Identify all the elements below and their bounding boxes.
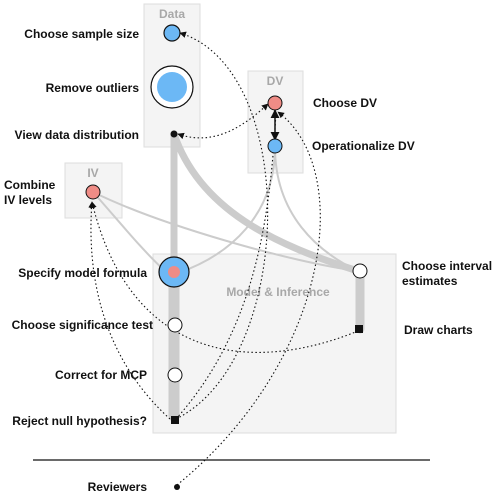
label-draw-charts: Draw charts: [404, 323, 473, 337]
sample-size-node[interactable]: [163, 24, 181, 42]
correct-mcp-node[interactable]: [167, 367, 183, 383]
label-remove-outliers: Remove outliers: [46, 81, 140, 95]
label-combine-iv-2: IV levels: [4, 193, 52, 207]
dv-group-title: DV: [267, 74, 284, 88]
interval-estimates-node[interactable]: [352, 263, 368, 279]
label-model-formula: Specify model formula: [18, 266, 147, 280]
label-reject-null: Reject null hypothesis?: [12, 414, 147, 428]
label-interval-2: estimates: [402, 274, 458, 288]
dep-reject-to-sample: [175, 31, 269, 420]
label-choose-dv: Choose DV: [313, 96, 377, 110]
edge-view-to-interval: [170, 130, 362, 275]
significance-test-node[interactable]: [167, 317, 183, 333]
remove-outliers-node-inner: [157, 72, 187, 102]
label-combine-iv-1: Combine: [4, 178, 56, 192]
dep-reject-to-iv: [88, 201, 171, 420]
edge-dv-to-model: [177, 146, 276, 274]
model-group-title: Model & Inference: [226, 285, 330, 299]
label-significance-test: Choose significance test: [12, 318, 153, 332]
data-group-title: Data: [159, 7, 185, 21]
label-sample-size: Choose sample size: [24, 27, 139, 41]
label-operationalize-dv: Operationalize DV: [312, 139, 415, 153]
label-interval-1: Choose interval: [402, 259, 492, 273]
dep-reviewers-to-dv: [176, 111, 321, 486]
view-distribution-node[interactable]: [170, 130, 178, 138]
operationalize-dv-node[interactable]: [267, 138, 283, 154]
model-formula-node-inner: [168, 266, 180, 278]
label-view-distribution: View data distribution: [15, 128, 139, 142]
edge-iv-to-interval: [92, 191, 359, 272]
iv-group-title: IV: [87, 166, 98, 180]
label-correct-mcp: Correct for MCP: [55, 368, 147, 382]
edge-iv-to-model: [92, 191, 166, 272]
reviewers-node[interactable]: [174, 484, 180, 490]
combine-iv-node[interactable]: [85, 184, 101, 200]
choose-dv-node[interactable]: [267, 95, 283, 111]
reject-null-node[interactable]: [171, 416, 179, 424]
label-reviewers: Reviewers: [88, 480, 148, 494]
edge-dv-to-interval: [274, 146, 359, 272]
draw-charts-node[interactable]: [355, 325, 363, 333]
